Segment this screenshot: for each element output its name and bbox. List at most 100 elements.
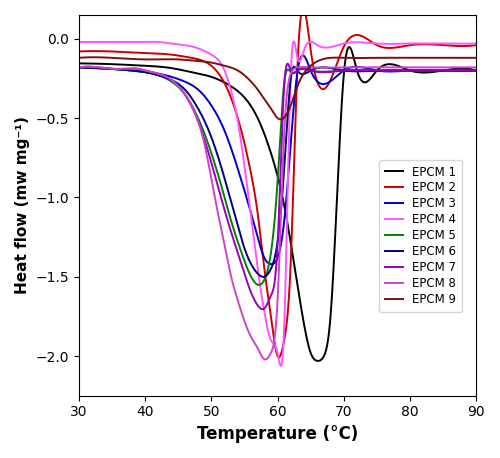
EPCM 2 (276, 354, 282, 360)
EPCM 6 (308, 68, 314, 73)
EPCM 5 (418, 68, 424, 73)
EPCM 9 (318, 57, 324, 62)
Y-axis label: Heat flow (mw mg⁻¹): Heat flow (mw mg⁻¹) (15, 116, 30, 294)
EPCM 9 (101, 55, 107, 60)
EPCM 9 (378, 55, 384, 60)
Line: EPCM 2: EPCM 2 (79, 8, 476, 357)
EPCM 1 (346, 44, 352, 50)
EPCM 7 (100, 65, 106, 71)
EPCM 2 (300, 5, 306, 11)
EPCM 4 (290, 38, 296, 44)
EPCM 6 (260, 274, 266, 280)
EPCM 7 (378, 68, 384, 73)
EPCM 6 (378, 68, 384, 73)
EPCM 3 (100, 66, 106, 71)
EPCM 1 (330, 284, 336, 290)
EPCM 2 (76, 49, 82, 54)
EPCM 1 (315, 358, 321, 364)
EPCM 2 (100, 49, 106, 54)
EPCM 2 (473, 43, 479, 48)
Line: EPCM 9: EPCM 9 (79, 57, 476, 120)
EPCM 3 (473, 68, 479, 73)
EPCM 3 (76, 65, 82, 70)
EPCM 4 (473, 41, 479, 46)
EPCM 4 (330, 44, 336, 49)
Line: EPCM 5: EPCM 5 (79, 67, 476, 285)
EPCM 4 (419, 41, 425, 46)
EPCM 9 (473, 55, 479, 60)
EPCM 6 (291, 64, 297, 70)
EPCM 6 (76, 65, 82, 70)
EPCM 2 (378, 44, 384, 49)
EPCM 4 (100, 39, 106, 45)
EPCM 3 (330, 76, 336, 82)
EPCM 4 (378, 41, 384, 47)
EPCM 7 (76, 65, 82, 70)
EPCM 7 (419, 68, 425, 73)
EPCM 8 (330, 65, 336, 71)
EPCM 9 (76, 55, 82, 60)
EPCM 6 (100, 65, 106, 71)
EPCM 7 (473, 68, 479, 73)
EPCM 5 (330, 69, 336, 74)
EPCM 3 (300, 53, 306, 58)
EPCM 4 (318, 44, 324, 49)
Line: EPCM 7: EPCM 7 (79, 64, 476, 309)
EPCM 2 (419, 42, 425, 47)
EPCM 2 (330, 71, 336, 77)
EPCM 8 (419, 65, 425, 70)
EPCM 8 (262, 357, 268, 362)
EPCM 9 (419, 55, 425, 60)
EPCM 2 (318, 86, 324, 91)
EPCM 8 (101, 65, 107, 71)
EPCM 3 (419, 67, 425, 73)
Line: EPCM 6: EPCM 6 (79, 67, 476, 277)
EPCM 6 (318, 65, 324, 70)
EPCM 3 (269, 262, 275, 267)
EPCM 8 (85, 64, 91, 70)
EPCM 3 (378, 68, 384, 74)
EPCM 9 (308, 63, 314, 69)
Line: EPCM 3: EPCM 3 (79, 55, 476, 264)
EPCM 5 (307, 68, 313, 73)
EPCM 5 (473, 68, 479, 73)
EPCM 4 (278, 363, 284, 369)
EPCM 8 (318, 65, 324, 71)
EPCM 9 (91, 55, 97, 60)
EPCM 2 (308, 47, 314, 52)
EPCM 3 (308, 68, 314, 73)
Line: EPCM 1: EPCM 1 (79, 47, 476, 361)
EPCM 7 (260, 306, 266, 312)
EPCM 1 (473, 68, 479, 73)
EPCM 4 (308, 39, 314, 44)
EPCM 3 (318, 81, 324, 87)
EPCM 7 (284, 61, 290, 66)
EPCM 5 (318, 69, 324, 75)
EPCM 6 (473, 68, 479, 73)
EPCM 7 (308, 68, 314, 73)
EPCM 1 (419, 70, 425, 75)
EPCM 1 (318, 357, 324, 363)
EPCM 9 (330, 55, 336, 60)
EPCM 5 (76, 65, 82, 70)
Line: EPCM 8: EPCM 8 (79, 67, 476, 360)
EPCM 8 (378, 65, 384, 70)
X-axis label: Temperature (°C): Temperature (°C) (197, 425, 358, 443)
EPCM 6 (419, 68, 425, 73)
EPCM 8 (473, 65, 479, 70)
EPCM 5 (256, 282, 262, 288)
EPCM 5 (100, 65, 106, 71)
EPCM 9 (278, 117, 283, 122)
EPCM 1 (306, 347, 312, 353)
EPCM 4 (76, 39, 82, 45)
EPCM 8 (76, 65, 82, 70)
EPCM 1 (100, 61, 106, 66)
EPCM 8 (308, 65, 314, 70)
EPCM 7 (330, 69, 336, 74)
EPCM 1 (378, 64, 384, 70)
EPCM 5 (378, 68, 384, 73)
EPCM 6 (330, 65, 336, 71)
Legend: EPCM 1, EPCM 2, EPCM 3, EPCM 4, EPCM 5, EPCM 6, EPCM 7, EPCM 8, EPCM 9: EPCM 1, EPCM 2, EPCM 3, EPCM 4, EPCM 5, … (380, 159, 462, 312)
Line: EPCM 4: EPCM 4 (79, 41, 476, 366)
EPCM 1 (76, 60, 82, 66)
